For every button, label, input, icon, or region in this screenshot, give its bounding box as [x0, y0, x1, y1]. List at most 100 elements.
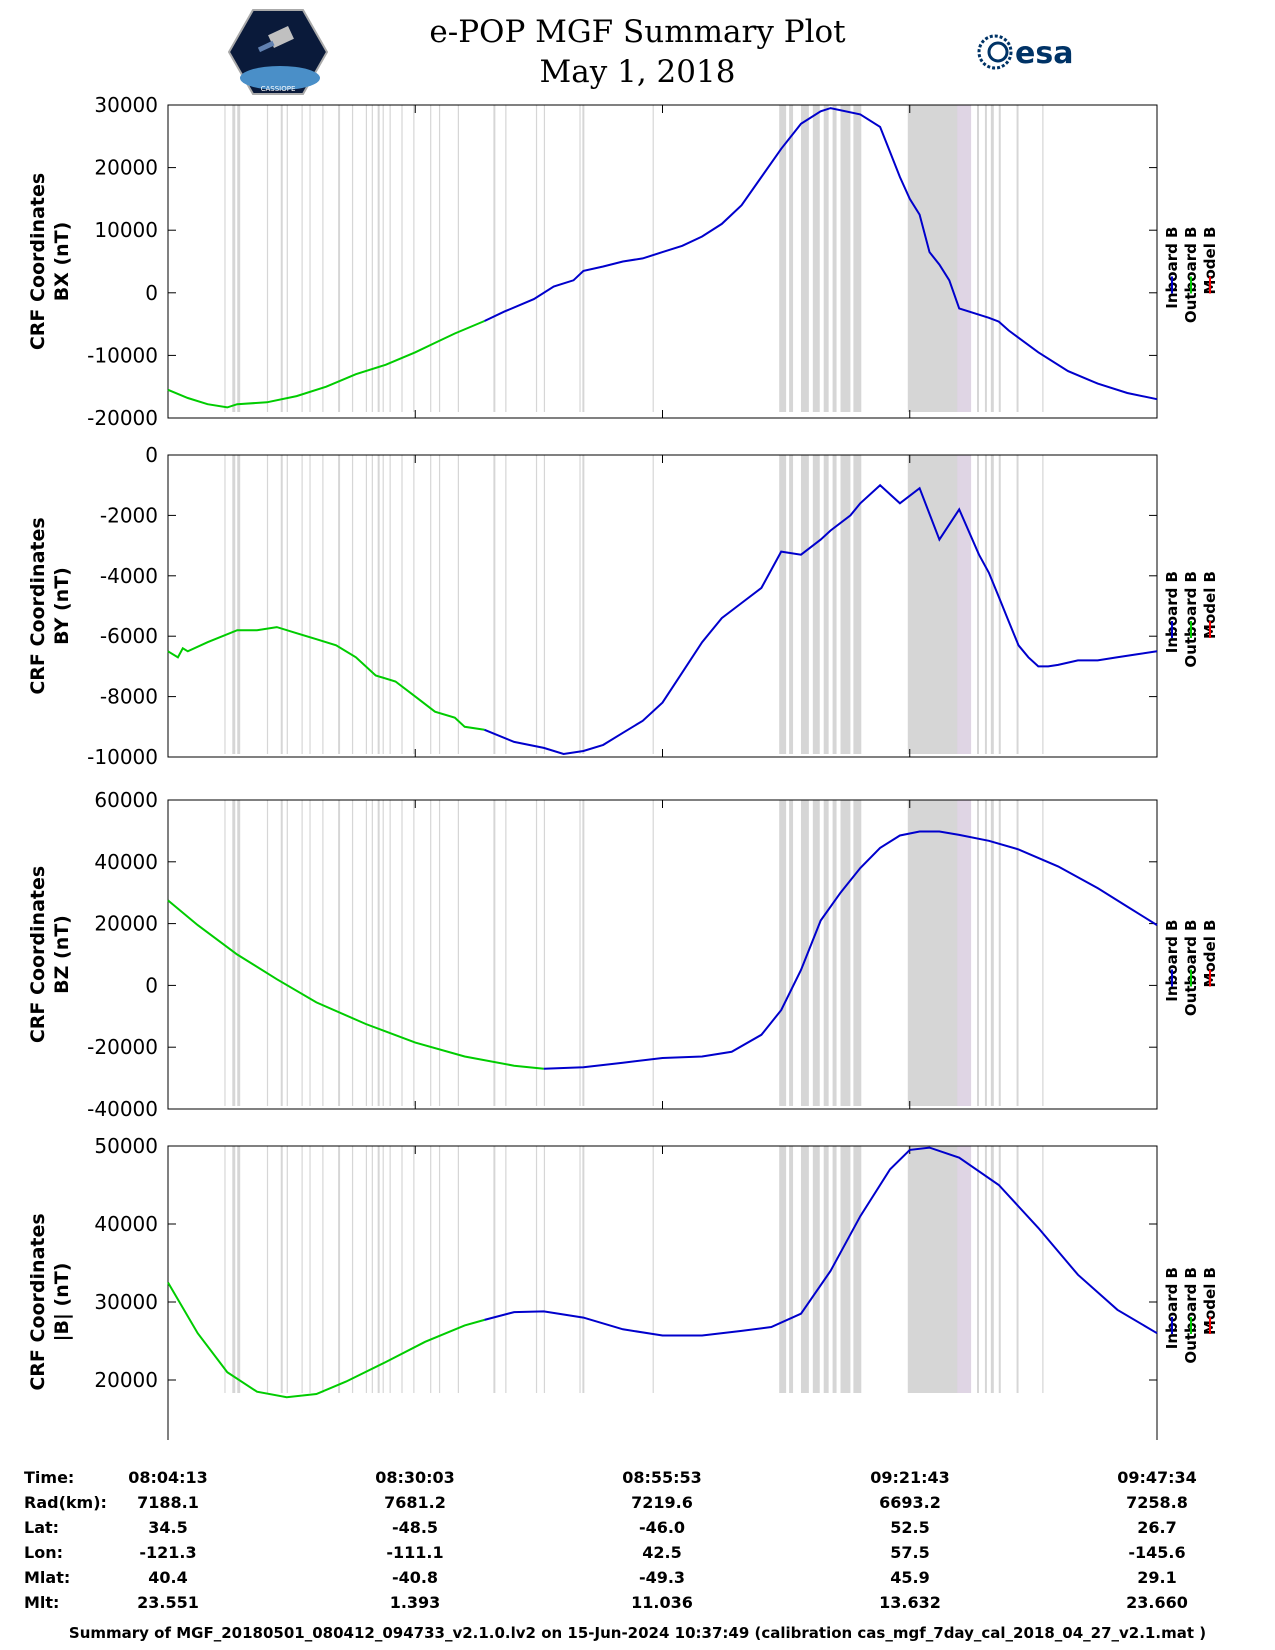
data-gap-band: [371, 1146, 373, 1393]
ephemeris-cell: 08:55:53: [622, 1468, 702, 1487]
data-gap-band: [998, 1146, 1001, 1393]
data-gap-band: [1042, 105, 1044, 412]
data-gap-band: [457, 1146, 459, 1393]
inboard-b-line: [484, 1146, 1158, 1337]
data-gap-band: [457, 455, 459, 754]
data-gap-band: [266, 1146, 269, 1393]
data-gap-band: [382, 455, 384, 754]
data-gap-band: [1042, 455, 1044, 754]
data-gap-band: [338, 1146, 341, 1393]
data-gap-band: [582, 105, 585, 412]
data-gap-band: [280, 1146, 283, 1393]
data-gap-band: [338, 455, 341, 754]
data-gap-band: [579, 800, 581, 1106]
outboard-b-line: [167, 1281, 485, 1399]
ephemeris-cell: 26.7: [1137, 1518, 1177, 1537]
cassiope-logo-text: CASSIOPE: [261, 85, 296, 93]
data-gap-band: [224, 455, 226, 754]
y-tick-label: 40000: [94, 850, 158, 874]
y-axis-label-line2: BZ (nT): [51, 915, 73, 994]
ephemeris-cell: -121.3: [139, 1543, 197, 1562]
data-gap-band: [377, 800, 380, 1106]
data-gap-band: [377, 1146, 380, 1393]
data-gap-band: [237, 455, 241, 754]
data-gap-band: [266, 105, 269, 412]
data-gap-band: [371, 800, 373, 1106]
ephemeris-row-label: Lat:: [24, 1518, 60, 1537]
ephemeris-row-label: Lon:: [24, 1543, 63, 1562]
data-gap-band: [237, 800, 241, 1106]
data-gap-band: [351, 105, 354, 412]
data-gap-band: [237, 105, 241, 412]
data-gap-band: [309, 1146, 311, 1393]
ephemeris-cell: 7681.2: [384, 1493, 446, 1512]
data-gap-band: [430, 1146, 432, 1393]
highlight-band: [957, 105, 972, 412]
data-gap-band: [286, 105, 288, 412]
legend-label: Outboard B: [1182, 227, 1200, 324]
data-gap-band: [438, 105, 441, 412]
legend-label: Inboard B: [1163, 1267, 1181, 1349]
legend-label: Inboard B: [1163, 571, 1181, 653]
data-gap-band: [389, 1146, 391, 1393]
legend-label: Inboard B: [1163, 227, 1181, 309]
data-gap-band: [224, 800, 226, 1106]
ephemeris-cell: -49.3: [638, 1568, 686, 1587]
ephemeris-cell: 11.036: [631, 1593, 693, 1612]
data-gap-band: [505, 1146, 507, 1393]
data-gap-band: [438, 455, 441, 754]
highlight-band: [957, 455, 972, 754]
data-gap-band: [832, 800, 837, 1106]
y-axis-label-line1: CRF Coordinates: [27, 517, 49, 694]
data-gap-band: [505, 105, 507, 412]
ephemeris-cell: 08:30:03: [375, 1468, 455, 1487]
data-gap-band: [382, 1146, 384, 1393]
data-gap-band: [309, 800, 311, 1106]
data-gap-band: [413, 1146, 415, 1393]
data-gap-band: [984, 800, 987, 1106]
data-gap-band: [823, 455, 829, 754]
data-gap-band: [823, 1146, 829, 1393]
legend-label: Outboard B: [1182, 1267, 1200, 1364]
data-gap-band: [789, 455, 794, 754]
data-gap-band: [853, 105, 862, 412]
ephemeris-cell: -46.0: [638, 1518, 686, 1537]
ephemeris-cell: 57.5: [890, 1543, 930, 1562]
ephemeris-row-label: Mlt:: [24, 1593, 60, 1612]
data-gap-band: [457, 105, 459, 412]
panel-3: 60000 40000 20000 0 -20000 -40000 CRF Coordina…: [27, 788, 1219, 1121]
data-gap-band: [438, 800, 441, 1106]
inboard-b-line: [484, 107, 1158, 401]
data-gap-band: [382, 105, 384, 412]
legend-label: Model B: [1201, 1267, 1219, 1335]
legend-label: Inboard B: [1163, 920, 1181, 1002]
data-gap-band: [779, 800, 787, 1106]
y-tick-label: 50000: [94, 1134, 158, 1158]
data-gap-band: [582, 455, 585, 754]
data-gap-band: [789, 800, 794, 1106]
data-gap-band: [579, 1146, 581, 1393]
data-gap-band: [579, 105, 581, 412]
data-gap-band: [389, 800, 391, 1106]
outboard-b-line: [167, 320, 485, 409]
y-tick-label: -6000: [100, 624, 158, 648]
data-gap-band: [371, 455, 373, 754]
data-gap-band: [535, 105, 538, 412]
y-tick-label: 0: [145, 443, 158, 467]
y-axis-label-line1: CRF Coordinates: [27, 866, 49, 1043]
data-gap-band: [322, 800, 324, 1106]
plot-frame: [167, 104, 1158, 419]
data-gap-band: [652, 455, 654, 754]
data-gap-band: [535, 1146, 538, 1393]
data-gap-band: [286, 455, 288, 754]
ephemeris-cell: -48.5: [391, 1518, 439, 1537]
ephemeris-cell: 40.4: [148, 1568, 188, 1587]
data-gap-band: [535, 455, 538, 754]
data-gap-band: [382, 800, 384, 1106]
data-gap-band: [309, 105, 311, 412]
data-gap-band: [401, 1146, 403, 1393]
data-gap-band: [389, 105, 391, 412]
ephemeris-cell: 6693.2: [879, 1493, 941, 1512]
data-gap-band: [977, 105, 979, 412]
data-gap-band: [365, 800, 367, 1106]
